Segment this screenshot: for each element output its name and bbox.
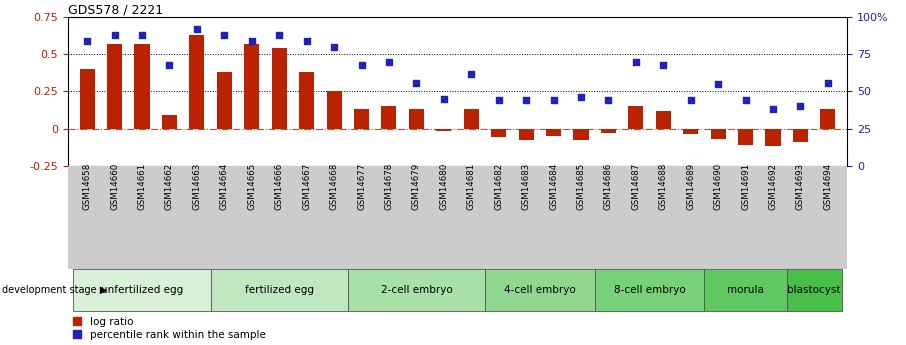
Bar bbox=[80, 69, 95, 128]
Bar bbox=[73, 269, 210, 310]
Legend: log ratio, percentile rank within the sample: log ratio, percentile rank within the sa… bbox=[73, 317, 265, 340]
Text: 8-cell embryo: 8-cell embryo bbox=[613, 285, 686, 295]
Bar bbox=[793, 128, 808, 142]
Point bbox=[381, 59, 396, 65]
Bar bbox=[594, 269, 705, 310]
Point bbox=[683, 98, 698, 103]
Point bbox=[546, 98, 561, 103]
Bar bbox=[162, 115, 177, 128]
Bar bbox=[683, 128, 699, 135]
Point bbox=[656, 62, 670, 68]
Point bbox=[711, 81, 726, 87]
Text: GDS578 / 2221: GDS578 / 2221 bbox=[68, 3, 163, 16]
Point bbox=[629, 59, 643, 65]
Point bbox=[437, 96, 451, 101]
Bar bbox=[210, 269, 348, 310]
Text: development stage ▶: development stage ▶ bbox=[2, 285, 107, 295]
Point bbox=[410, 80, 424, 85]
Point bbox=[354, 62, 369, 68]
Bar bbox=[786, 269, 842, 310]
Bar bbox=[217, 72, 232, 128]
Point bbox=[162, 62, 177, 68]
Bar bbox=[464, 109, 478, 128]
Point bbox=[573, 95, 588, 100]
Point bbox=[299, 38, 313, 44]
Point bbox=[217, 32, 232, 38]
Bar bbox=[245, 44, 259, 128]
Bar bbox=[629, 106, 643, 128]
Bar bbox=[573, 128, 589, 140]
Bar bbox=[107, 44, 122, 128]
Bar bbox=[326, 91, 342, 128]
Point bbox=[794, 104, 808, 109]
Bar bbox=[820, 109, 835, 128]
Bar bbox=[272, 48, 286, 128]
Bar bbox=[354, 109, 369, 128]
Point bbox=[821, 80, 835, 85]
Point bbox=[135, 32, 149, 38]
Text: 4-cell embryo: 4-cell embryo bbox=[504, 285, 575, 295]
Point bbox=[80, 38, 94, 44]
Bar bbox=[601, 128, 616, 133]
Bar bbox=[710, 128, 726, 139]
Point bbox=[602, 98, 616, 103]
Bar bbox=[437, 128, 451, 131]
Text: 2-cell embryo: 2-cell embryo bbox=[381, 285, 452, 295]
Bar bbox=[348, 269, 485, 310]
Bar bbox=[491, 128, 506, 137]
Text: morula: morula bbox=[728, 285, 764, 295]
Text: fertilized egg: fertilized egg bbox=[245, 285, 313, 295]
Point bbox=[327, 44, 342, 50]
Bar bbox=[134, 44, 149, 128]
Point bbox=[107, 32, 121, 38]
Bar bbox=[299, 72, 314, 128]
Point bbox=[766, 107, 780, 112]
Bar bbox=[738, 128, 753, 145]
Text: unfertilized egg: unfertilized egg bbox=[101, 285, 183, 295]
Bar bbox=[705, 269, 786, 310]
Point bbox=[491, 98, 506, 103]
Text: blastocyst: blastocyst bbox=[787, 285, 841, 295]
Point bbox=[189, 26, 204, 32]
Bar bbox=[656, 111, 670, 128]
Bar bbox=[546, 128, 561, 136]
Bar bbox=[518, 128, 534, 140]
Point bbox=[519, 98, 534, 103]
Point bbox=[738, 98, 753, 103]
Bar bbox=[485, 269, 594, 310]
Point bbox=[464, 71, 478, 76]
Point bbox=[272, 32, 286, 38]
Bar bbox=[766, 128, 781, 146]
Bar bbox=[409, 109, 424, 128]
Point bbox=[245, 38, 259, 44]
Bar bbox=[381, 106, 397, 128]
Bar bbox=[189, 35, 205, 128]
